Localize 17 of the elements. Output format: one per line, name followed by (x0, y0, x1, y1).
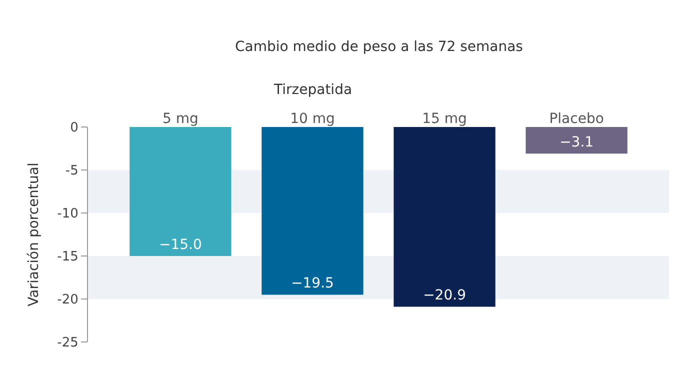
x-tick-label: 5 mg (162, 111, 198, 128)
y-tick-label: -5 (65, 164, 78, 179)
x-tick-label: 10 mg (290, 111, 335, 128)
y-tick-label: -10 (57, 206, 78, 222)
y-tick-label: -15 (57, 250, 78, 265)
data-label: −3.1 (560, 134, 594, 151)
data-label: −15.0 (158, 237, 202, 253)
x-tick-label: Placebo (549, 111, 604, 128)
y-axis-title: Variación porcentual (26, 162, 42, 306)
y-tick-label: 0 (70, 120, 78, 136)
data-label: −19.5 (291, 276, 334, 292)
data-label: −20.9 (423, 288, 466, 304)
chart-title: Cambio medio de peso a las 72 semanas (235, 39, 523, 55)
y-tick-label: -20 (57, 292, 78, 308)
text: Tirzepatida (273, 82, 352, 98)
y-tick-label: -25 (57, 336, 78, 351)
x-tick-label: 15 mg (422, 111, 467, 128)
